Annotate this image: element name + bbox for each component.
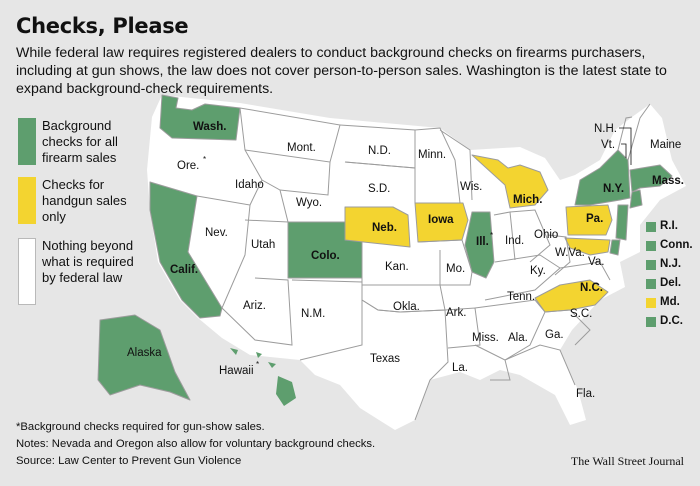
state-borders — [196, 103, 651, 421]
label-minn: Minn. — [418, 149, 446, 161]
state-hawaii — [230, 348, 296, 406]
legend-swatch-green — [18, 118, 36, 165]
label-ohio: Ohio — [534, 229, 558, 241]
label-ky: Ky. — [530, 265, 546, 277]
footnote-notes: Notes: Nevada and Oregon also allow for … — [16, 438, 376, 450]
small-state-label: N.J. — [660, 258, 682, 270]
label-mo: Mo. — [446, 263, 465, 275]
label-tenn: Tenn. — [507, 291, 535, 303]
state-illinois — [464, 211, 495, 279]
legend-label-none: Nothing beyond what is required by feder… — [42, 238, 134, 285]
footnote-asterisk: *Background checks required for gun-show… — [16, 421, 265, 433]
label-hawaii: Hawaii — [219, 365, 254, 377]
state-delaware — [609, 239, 621, 256]
small-state-label: D.C. — [660, 315, 683, 327]
label-va: Va. — [588, 256, 604, 268]
small-state-label: Md. — [660, 296, 680, 308]
label-ga: Ga. — [545, 329, 564, 341]
label-nev: Nev. — [205, 227, 228, 239]
label-hawaii-mark: * — [256, 360, 259, 369]
small-state-swatch — [646, 279, 656, 289]
label-idaho: Idaho — [235, 179, 264, 191]
label-sc: S.C. — [570, 308, 592, 320]
label-neb: Neb. — [372, 222, 397, 234]
state-california — [149, 181, 223, 319]
label-alaska: Alaska — [127, 347, 162, 359]
state-washington — [159, 94, 241, 141]
small-state-label: Conn. — [660, 239, 693, 251]
legend-swatch-yellow — [18, 177, 36, 224]
label-ariz: Ariz. — [243, 300, 266, 312]
label-utah: Utah — [251, 239, 275, 251]
chart-subtitle: While federal law requires registered de… — [16, 45, 667, 97]
legend-label-all-sales: Background checks for all firearm sales — [42, 118, 118, 165]
credit: The Wall Street Journal — [570, 454, 684, 468]
state-pennsylvania — [565, 204, 613, 236]
label-ill-mark: * — [490, 231, 493, 240]
label-nm: N.M. — [301, 308, 325, 320]
label-nc: N.C. — [580, 282, 603, 294]
small-state-swatch — [646, 260, 656, 270]
legend-swatch-white — [18, 238, 36, 305]
legend-label-handgun: Checks for handgun sales only — [42, 177, 127, 224]
label-ill: Ill. — [476, 236, 489, 248]
state-michigan — [471, 154, 549, 209]
label-mass: Mass. — [652, 175, 684, 187]
label-ark: Ark. — [446, 307, 466, 319]
contiguous-us — [147, 95, 686, 430]
state-maryland — [564, 237, 611, 256]
label-nd: N.D. — [368, 145, 391, 157]
label-texas: Texas — [370, 353, 400, 365]
small-state-swatch — [646, 222, 656, 232]
label-miss: Miss. — [472, 332, 499, 344]
label-okla: Okla. — [393, 301, 420, 313]
state-labels: Wash. Ore. * Calif. Nev. Idaho Mont. Wyo… — [127, 121, 684, 400]
label-iowa: Iowa — [428, 214, 454, 226]
label-wva: W.Va. — [555, 247, 585, 259]
label-wis: Wis. — [460, 181, 482, 193]
state-connecticut — [629, 189, 643, 209]
label-wash: Wash. — [193, 121, 226, 133]
small-state-swatch — [646, 298, 656, 308]
chart-title: Checks, Please — [16, 14, 189, 38]
label-ore-mark: * — [203, 155, 206, 164]
label-colo: Colo. — [311, 250, 340, 262]
label-calif: Calif. — [170, 264, 198, 276]
label-mich: Mich. — [513, 194, 542, 206]
small-state-label: Del. — [660, 277, 682, 289]
label-wyo: Wyo. — [296, 197, 322, 209]
label-nh: N.H. — [594, 123, 617, 135]
small-state-label: R.I. — [660, 220, 678, 232]
footnote-source: Source: Law Center to Prevent Gun Violen… — [16, 455, 242, 467]
label-la: La. — [452, 362, 468, 374]
small-state-swatch — [646, 241, 656, 251]
label-ind: Ind. — [505, 235, 524, 247]
label-ala: Ala. — [508, 332, 528, 344]
state-new-york — [574, 149, 631, 206]
label-maine: Maine — [650, 139, 681, 151]
label-ore: Ore. — [177, 160, 199, 172]
label-vt: Vt. — [601, 139, 615, 151]
state-new-jersey — [615, 204, 629, 241]
label-mont: Mont. — [287, 142, 316, 154]
label-pa: Pa. — [586, 213, 603, 225]
state-nebraska — [344, 206, 411, 248]
small-state-swatch — [646, 317, 656, 327]
state-alaska — [97, 314, 191, 401]
label-fla: Fla. — [576, 388, 595, 400]
label-sd: S.D. — [368, 183, 390, 195]
leader-lines — [619, 127, 632, 165]
label-kan: Kan. — [385, 261, 409, 273]
label-ny: N.Y. — [603, 183, 624, 195]
state-iowa — [414, 202, 469, 243]
